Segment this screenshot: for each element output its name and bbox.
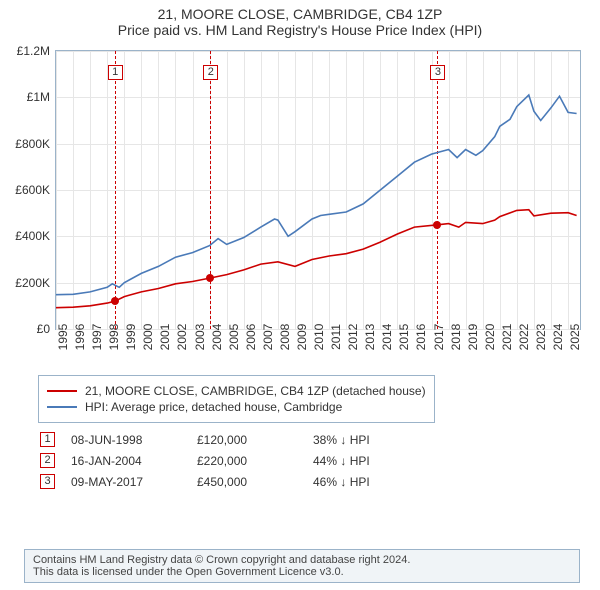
- root: { "title": { "line1": "21, MOORE CLOSE, …: [0, 0, 600, 590]
- sale-point: [433, 221, 441, 229]
- sale-point: [206, 274, 214, 282]
- chart-title-address: 21, MOORE CLOSE, CAMBRIDGE, CB4 1ZP: [0, 6, 600, 22]
- note-line2: This data is licensed under the Open Gov…: [33, 566, 571, 578]
- sale-number-box: 1: [40, 432, 55, 447]
- data-license-note: Contains HM Land Registry data © Crown c…: [24, 549, 580, 583]
- chart-series-svg: [56, 51, 580, 329]
- legend-label: HPI: Average price, detached house, Camb…: [85, 400, 342, 414]
- legend-swatch: [47, 406, 77, 408]
- sale-number-box: 2: [40, 453, 55, 468]
- sale-vs-hpi: 38% ↓ HPI: [313, 433, 370, 447]
- sale-date: 16-JAN-2004: [71, 454, 181, 468]
- chart-title-subtitle: Price paid vs. HM Land Registry's House …: [0, 22, 600, 38]
- sale-price: £450,000: [197, 475, 297, 489]
- table-row: 2 16-JAN-2004 £220,000 44% ↓ HPI: [38, 453, 580, 468]
- y-axis-tick-label: £1M: [27, 90, 50, 104]
- sale-point: [111, 297, 119, 305]
- y-axis-tick-label: £0: [37, 322, 50, 336]
- y-axis-tick-label: £200K: [15, 276, 50, 290]
- note-line1: Contains HM Land Registry data © Crown c…: [33, 554, 571, 566]
- table-row: 1 08-JUN-1998 £120,000 38% ↓ HPI: [38, 432, 580, 447]
- sales-table: 1 08-JUN-1998 £120,000 38% ↓ HPI 2 16-JAN-200…: [38, 426, 580, 495]
- sale-vs-hpi: 44% ↓ HPI: [313, 454, 370, 468]
- y-axis-tick-label: £1.2M: [17, 44, 50, 58]
- legend-swatch: [47, 390, 77, 392]
- y-axis-tick-label: £800K: [15, 137, 50, 151]
- sale-number-box: 3: [40, 474, 55, 489]
- y-axis-tick-label: £600K: [15, 183, 50, 197]
- series-hpi: [56, 95, 577, 295]
- table-row: 3 09-MAY-2017 £450,000 46% ↓ HPI: [38, 474, 580, 489]
- sale-date: 08-JUN-1998: [71, 433, 181, 447]
- line-chart: £0£200K£400K£600K£800K£1M£1.2M1995199619…: [55, 50, 581, 330]
- y-axis-tick-label: £400K: [15, 229, 50, 243]
- chart-title-block: 21, MOORE CLOSE, CAMBRIDGE, CB4 1ZP Pric…: [0, 0, 600, 38]
- sale-price: £120,000: [197, 433, 297, 447]
- legend-row: 21, MOORE CLOSE, CAMBRIDGE, CB4 1ZP (det…: [47, 384, 426, 398]
- sale-date: 09-MAY-2017: [71, 475, 181, 489]
- sale-vs-hpi: 46% ↓ HPI: [313, 475, 370, 489]
- series-price_paid: [56, 210, 577, 308]
- legend-label: 21, MOORE CLOSE, CAMBRIDGE, CB4 1ZP (det…: [85, 384, 426, 398]
- sale-price: £220,000: [197, 454, 297, 468]
- chart-legend: 21, MOORE CLOSE, CAMBRIDGE, CB4 1ZP (det…: [38, 375, 435, 423]
- legend-row: HPI: Average price, detached house, Camb…: [47, 400, 426, 414]
